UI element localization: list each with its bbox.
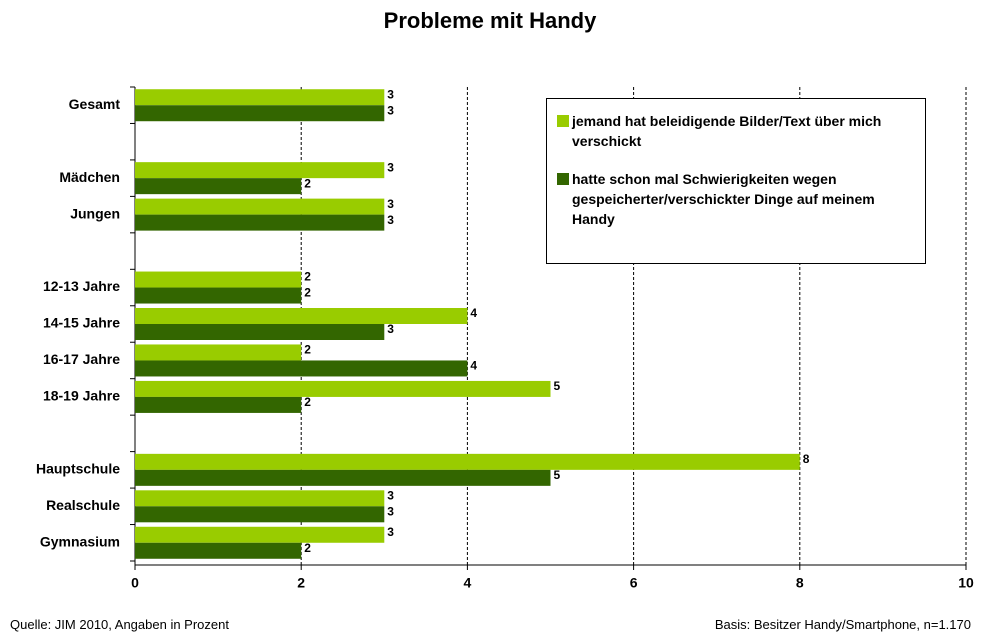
legend-item: hatte schon mal Schwierigkeiten wegen ge… <box>557 169 915 229</box>
legend-label: hatte schon mal Schwierigkeiten wegen ge… <box>572 171 875 227</box>
bar <box>135 469 551 486</box>
x-tick-label: 4 <box>464 575 472 591</box>
chart-title: Probleme mit Handy <box>384 8 597 33</box>
value-label: 3 <box>387 160 394 174</box>
bar <box>135 360 468 377</box>
y-tick-label: 12-13 Jahre <box>43 278 120 294</box>
legend-swatch <box>557 115 569 127</box>
bar <box>135 380 551 397</box>
value-label: 3 <box>387 103 394 117</box>
y-tick-label: 14-15 Jahre <box>43 315 120 331</box>
bar <box>135 506 385 523</box>
value-label: 2 <box>304 270 311 284</box>
bar <box>135 453 800 470</box>
x-tick-label: 0 <box>131 575 139 591</box>
value-label: 2 <box>304 541 311 555</box>
legend-swatch <box>557 173 569 185</box>
bar <box>135 490 385 507</box>
value-label: 5 <box>554 379 561 393</box>
x-tick-label: 10 <box>958 575 974 591</box>
value-label: 4 <box>470 359 477 373</box>
source: Quelle: JIM 2010, Angaben in Prozent <box>10 617 229 632</box>
y-tick-label: Realschule <box>46 497 120 513</box>
y-tick-label: Gymnasium <box>40 533 120 549</box>
value-label: 5 <box>554 468 561 482</box>
value-label: 3 <box>387 213 394 227</box>
y-tick-label: 18-19 Jahre <box>43 388 120 404</box>
value-label: 2 <box>304 343 311 357</box>
note: Basis: Besitzer Handy/Smartphone, n=1.17… <box>714 617 971 632</box>
value-label: 4 <box>470 306 477 320</box>
bar <box>135 526 385 543</box>
x-tick-label: 6 <box>630 575 638 591</box>
legend-item: jemand hat beleidigende Bilder/Text über… <box>557 111 915 151</box>
value-label: 3 <box>387 504 394 518</box>
value-label: 3 <box>387 525 394 539</box>
value-label: 2 <box>304 176 311 190</box>
bar <box>135 89 385 106</box>
value-label: 3 <box>387 197 394 211</box>
bar <box>135 162 385 179</box>
value-label: 8 <box>803 452 810 466</box>
y-tick-label: Jungen <box>70 205 120 221</box>
x-tick-label: 8 <box>796 575 804 591</box>
bar <box>135 198 385 215</box>
bar <box>135 542 302 559</box>
y-tick-label: Mädchen <box>59 169 120 185</box>
y-tick-label: 16-17 Jahre <box>43 351 120 367</box>
bar <box>135 396 302 413</box>
bar <box>135 344 302 361</box>
value-label: 3 <box>387 87 394 101</box>
bar <box>135 324 385 340</box>
legend-label: jemand hat beleidigende Bilder/Text über… <box>572 113 882 149</box>
value-label: 3 <box>387 488 394 502</box>
bar <box>135 271 302 288</box>
value-label: 2 <box>304 395 311 409</box>
value-label: 3 <box>387 322 394 336</box>
legend: jemand hat beleidigende Bilder/Text über… <box>546 98 926 264</box>
y-tick-label: Hauptschule <box>36 461 120 477</box>
x-tick-label: 2 <box>297 575 305 591</box>
bar <box>135 105 385 122</box>
bar <box>135 214 385 231</box>
bar <box>135 178 302 195</box>
value-label: 2 <box>304 286 311 300</box>
bar <box>135 287 302 304</box>
bar <box>135 308 468 324</box>
y-tick-label: Gesamt <box>69 96 121 112</box>
